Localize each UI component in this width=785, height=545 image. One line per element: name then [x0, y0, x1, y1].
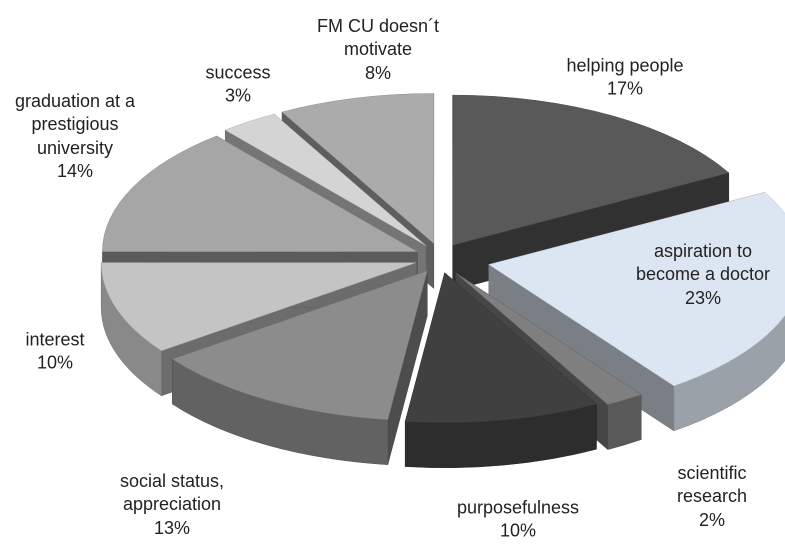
category-label: graduation at a prestigious university: [14, 91, 136, 158]
slice-label: helping people 17%: [515, 55, 735, 102]
slice-label: graduation at a prestigious university 14…: [0, 90, 155, 184]
slice-label: interest 10%: [5, 329, 105, 376]
category-label: FM CU doesn´t motivate: [316, 15, 440, 60]
slice: [102, 135, 419, 252]
category-label: success: [205, 62, 271, 83]
slice-label: FM CU doesn´t motivate 8%: [288, 15, 468, 85]
value-label: 8%: [364, 62, 391, 83]
category-label: purposefulness: [456, 497, 580, 518]
slice-side: [673, 315, 785, 432]
value-label: 14%: [56, 161, 94, 182]
slice-label: success 3%: [188, 62, 288, 109]
slice-label: aspiration to become a doctor 23%: [633, 240, 773, 310]
slice: [171, 270, 428, 420]
slice: [455, 272, 642, 405]
slice-label: social status, appreciation 13%: [97, 470, 247, 540]
value-label: 10%: [36, 353, 74, 373]
slice-label: purposefulness 10%: [418, 497, 618, 544]
slice: [488, 192, 785, 387]
value-label: 2%: [698, 509, 725, 530]
slice-label: scientific research 2%: [662, 462, 762, 532]
value-label: 17%: [606, 79, 644, 99]
category-label: social status, appreciation: [119, 470, 225, 515]
category-label: scientific research: [676, 462, 748, 507]
value-label: 10%: [499, 521, 537, 541]
category-label: aspiration to become a doctor: [635, 240, 771, 285]
category-label: interest: [25, 329, 85, 350]
value-label: 3%: [224, 86, 251, 106]
category-label: helping people: [566, 55, 684, 76]
slice: [224, 113, 427, 246]
slice: [100, 262, 417, 352]
value-label: 23%: [684, 287, 722, 308]
slice: [281, 93, 435, 245]
value-label: 13%: [153, 517, 191, 538]
slice: [404, 272, 597, 424]
slice: [452, 94, 730, 246]
